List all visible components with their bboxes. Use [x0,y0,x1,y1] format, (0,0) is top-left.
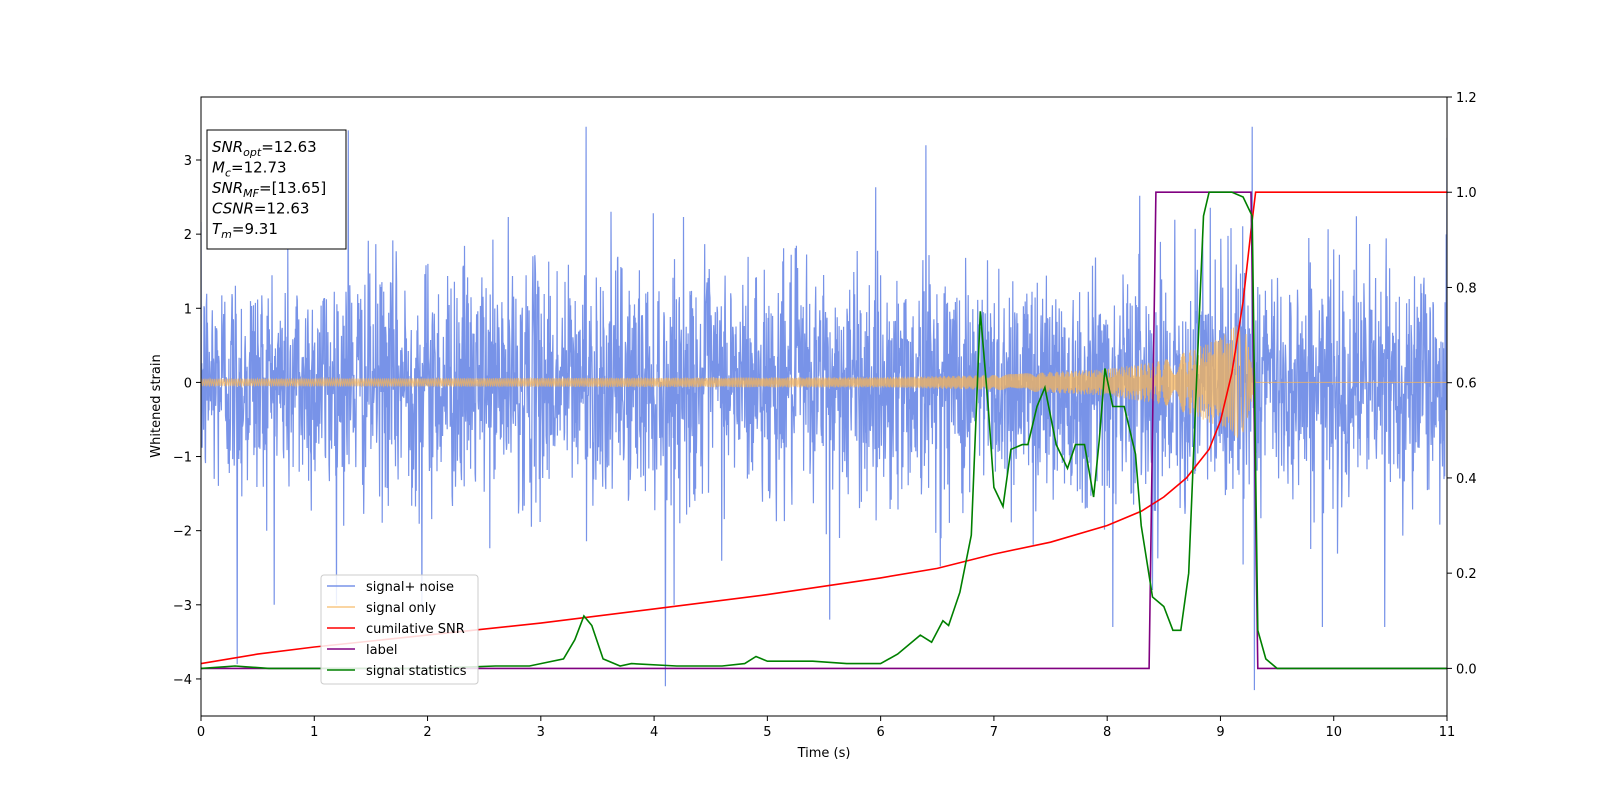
stats-box: SNRopt=12.63Mc=12.73SNRMF=[13.65]CSNR=12… [206,129,347,250]
x-tick-label: 3 [537,725,545,740]
y-tick-label: 1 [184,302,192,317]
x-tick-label: 9 [1216,725,1224,740]
legend-frame [320,574,479,685]
legend-label: label [366,643,397,658]
x-tick-label: 11 [1439,725,1456,740]
y-tick-label: −1 [173,451,192,466]
y-tick-label: 0 [184,376,192,391]
y2-tick-label: 0.2 [1456,567,1477,582]
x-tick-label: 2 [423,725,431,740]
stats-box-frame [206,129,347,250]
y-tick-label: 3 [184,154,192,169]
legend-label: signal+ noise [366,580,454,595]
y2-tick-label: 1.2 [1456,91,1477,106]
x-tick-label: 5 [763,725,771,740]
series-line-signal-noise [201,126,1447,691]
x-tick-label: 4 [650,725,658,740]
y-tick-label: −2 [173,525,192,540]
stats-line: Mc=12.73 [212,159,287,180]
x-tick-label: 0 [197,725,205,740]
y2-tick-label: 0.6 [1456,377,1477,392]
stats-line: CSNR=12.63 [212,200,309,218]
plot-frame [200,96,1448,717]
legend-label: signal only [366,601,436,616]
y2-tick-label: 1.0 [1456,186,1477,201]
stats-line: Tm=9.31 [212,220,278,241]
series-layer [201,126,1447,691]
stats-line: SNRMF=[13.65] [212,179,326,200]
x-tick-label: 10 [1325,725,1342,740]
y-tick-label: −4 [173,673,192,688]
x-tick-label: 8 [1103,725,1111,740]
legend: signal+ noise signal only cumilative SNR la… [320,574,479,685]
x-tick-label: 7 [990,725,998,740]
y-tick-label: 2 [184,228,192,243]
x-axis-label: Time (s) [797,746,851,761]
series-line-signal-statistics [201,191,1447,670]
x-tick-label: 6 [876,725,884,740]
legend-label: signal statistics [366,664,467,679]
stats-line: SNRopt=12.63 [212,138,317,159]
x-tick-label: 1 [310,725,318,740]
y-axis-label: Whitened strain [149,354,164,457]
y-tick-label: −3 [173,599,192,614]
y2-tick-label: 0.0 [1456,662,1477,677]
y2-tick-label: 0.8 [1456,281,1477,296]
legend-label: cumilative SNR [366,622,465,637]
axes-layer: 0 1 2 3 4 5 6 7 8 9 10 11 −4 −3 −2 −1 0 1 2 3 0.0 0.2 0.4 0.6 0.… [173,91,1477,740]
y2-tick-label: 0.4 [1456,472,1477,487]
series-line-cumilative-snr [201,191,1447,665]
